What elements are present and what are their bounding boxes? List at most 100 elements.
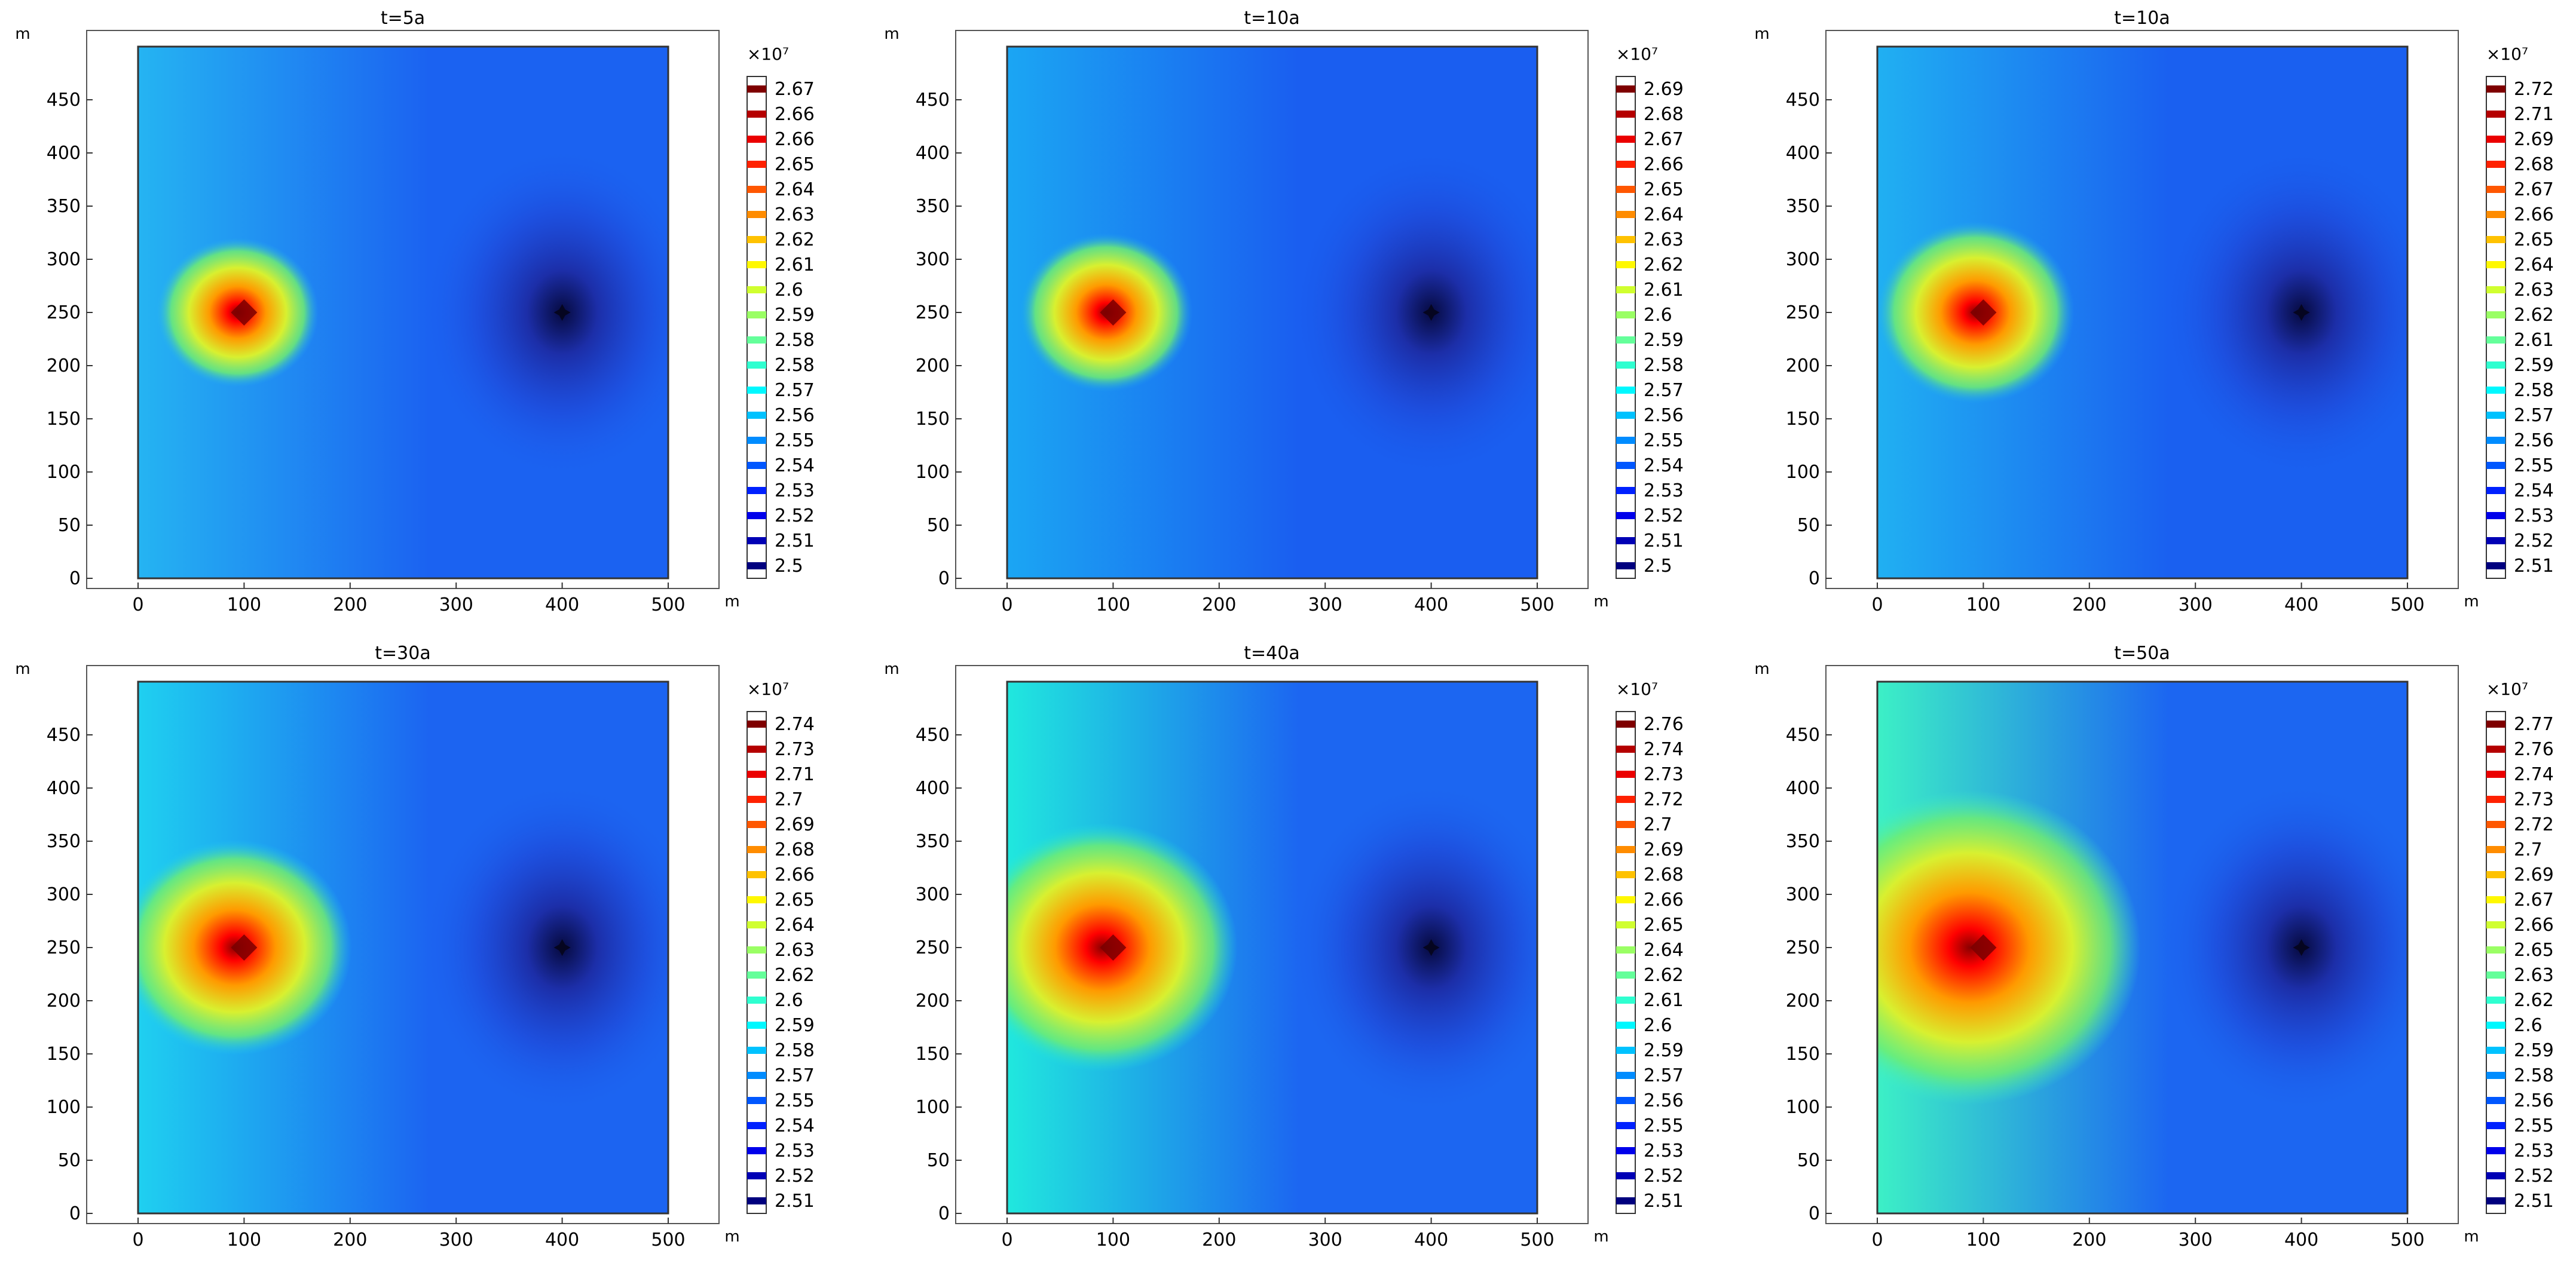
- y-tick-label: 250: [47, 302, 81, 323]
- colorbar-swatch: [747, 412, 766, 419]
- y-tick-label: 400: [916, 778, 950, 799]
- x-tick-label: 100: [1096, 1230, 1130, 1250]
- y-tick-label: 50: [58, 515, 81, 536]
- colorbar-label: 2.62: [2514, 990, 2554, 1011]
- x-tick-label: 500: [1520, 594, 1554, 615]
- colorbar-label: 2.7: [775, 789, 803, 810]
- colorbar-label: 2.52: [775, 1166, 815, 1187]
- colorbar-label: 2.54: [1644, 455, 1684, 476]
- colorbar-swatch: [747, 111, 766, 118]
- colorbar-label: 2.72: [2514, 79, 2554, 100]
- panel-title: t=40a: [1244, 643, 1299, 664]
- colorbar-swatch: [2486, 562, 2505, 569]
- colorbar-swatch: [747, 1047, 766, 1054]
- colorbar-swatch: [1616, 111, 1635, 118]
- x-tick-label: 300: [1308, 594, 1342, 615]
- colorbar-swatch: [747, 211, 766, 218]
- colorbar-label: 2.72: [1644, 789, 1684, 810]
- colorbar-swatch: [2486, 412, 2505, 419]
- y-tick-label: 400: [916, 143, 950, 164]
- colorbar-swatch: [1616, 746, 1635, 753]
- colorbar-swatch: [1616, 211, 1635, 218]
- y-tick-label: 250: [916, 937, 950, 958]
- colorbar-swatch: [2486, 85, 2505, 93]
- colorbar-label: 2.73: [1644, 764, 1684, 785]
- colorbar-swatch: [747, 85, 766, 93]
- colorbar-swatch: [2486, 997, 2505, 1004]
- x-tick-label: 500: [1520, 1230, 1554, 1250]
- colorbar-label: 2.68: [2514, 154, 2554, 175]
- y-tick-label: 0: [1809, 1203, 1820, 1224]
- colorbar-swatch: [1616, 846, 1635, 853]
- y-unit-label: m: [15, 25, 30, 43]
- x-tick-label: 0: [1871, 1230, 1883, 1250]
- colorbar-swatch: [747, 1097, 766, 1104]
- x-tick-label: 400: [545, 1230, 579, 1250]
- colorbar-swatch: [2486, 1072, 2505, 1079]
- y-tick-label: 250: [1786, 937, 1820, 958]
- source-plume: [1877, 790, 2141, 1105]
- colorbar-label: 2.54: [775, 1115, 815, 1136]
- colorbar-label: 2.53: [775, 1141, 815, 1161]
- colorbar-label: 2.52: [2514, 531, 2554, 551]
- colorbar-swatch: [747, 311, 766, 318]
- colorbar-label: 2.7: [1644, 814, 1672, 835]
- colorbar-label: 2.56: [2514, 1090, 2554, 1111]
- y-tick-label: 300: [916, 884, 950, 905]
- source-core: [1970, 934, 1997, 961]
- y-tick-label: 100: [1786, 1097, 1820, 1118]
- colorbar-swatch: [747, 136, 766, 143]
- x-tick-label: 100: [1096, 594, 1130, 615]
- colorbar-swatch: [2486, 771, 2505, 778]
- colorbar-label: 2.66: [775, 129, 815, 150]
- colorbar-swatch: [2486, 361, 2505, 369]
- panel-title: t=30a: [375, 643, 430, 664]
- colorbar-label: 2.59: [2514, 1040, 2554, 1061]
- colorbar-label: 2.51: [1644, 531, 1684, 551]
- y-tick-label: 0: [938, 1203, 950, 1224]
- x-tick-label: 100: [1966, 594, 2000, 615]
- y-tick-label: 50: [1797, 1150, 1820, 1171]
- colorbar-label: 2.6: [2514, 1015, 2543, 1036]
- sink-low-pressure: [2160, 145, 2407, 480]
- colorbar-swatch: [747, 1122, 766, 1129]
- colorbar-label: 2.63: [1644, 229, 1684, 250]
- colorbar-swatch: [2486, 487, 2505, 494]
- colorbar-label: 2.58: [2514, 380, 2554, 401]
- colorbar-swatch: [1616, 412, 1635, 419]
- colorbar-label: 2.64: [1644, 940, 1684, 961]
- colorbar-label: 2.5: [1644, 556, 1672, 577]
- colorbar-swatch: [1616, 771, 1635, 778]
- colorbar-label: 2.52: [2514, 1166, 2554, 1187]
- colorbar-swatch: [2486, 261, 2505, 268]
- x-unit-label: m: [2464, 1228, 2479, 1246]
- colorbar-label: 2.66: [775, 104, 815, 125]
- y-tick-label: 100: [47, 462, 81, 483]
- colorbar-label: 2.55: [775, 430, 815, 451]
- colorbar-swatch: [2486, 437, 2505, 444]
- colorbar-swatch: [1616, 462, 1635, 469]
- colorbar-swatch: [747, 186, 766, 193]
- y-tick-label: 450: [916, 725, 950, 746]
- colorbar-label: 2.67: [2514, 179, 2554, 200]
- colorbar-label: 2.64: [775, 179, 815, 200]
- x-tick-label: 0: [132, 594, 143, 615]
- colorbar-swatch: [2486, 921, 2505, 928]
- colorbar-swatch: [747, 1172, 766, 1179]
- colorbar-swatch: [2486, 1197, 2505, 1204]
- colorbar-label: 2.53: [1644, 480, 1684, 501]
- x-tick-label: 200: [1202, 594, 1236, 615]
- colorbar-swatch: [747, 746, 766, 753]
- y-tick-label: 200: [916, 991, 950, 1011]
- sink-core: [553, 939, 571, 956]
- colorbar-label: 2.52: [1644, 1166, 1684, 1187]
- panel-title: t=10a: [1244, 8, 1299, 29]
- colorbar-swatch: [2486, 1047, 2505, 1054]
- x-tick-label: 300: [1308, 1230, 1342, 1250]
- colorbar-swatch: [2486, 971, 2505, 979]
- colorbar-swatch: [1616, 946, 1635, 954]
- colorbar-swatch: [1616, 1097, 1635, 1104]
- y-tick-label: 100: [916, 462, 950, 483]
- y-tick-label: 200: [47, 991, 81, 1011]
